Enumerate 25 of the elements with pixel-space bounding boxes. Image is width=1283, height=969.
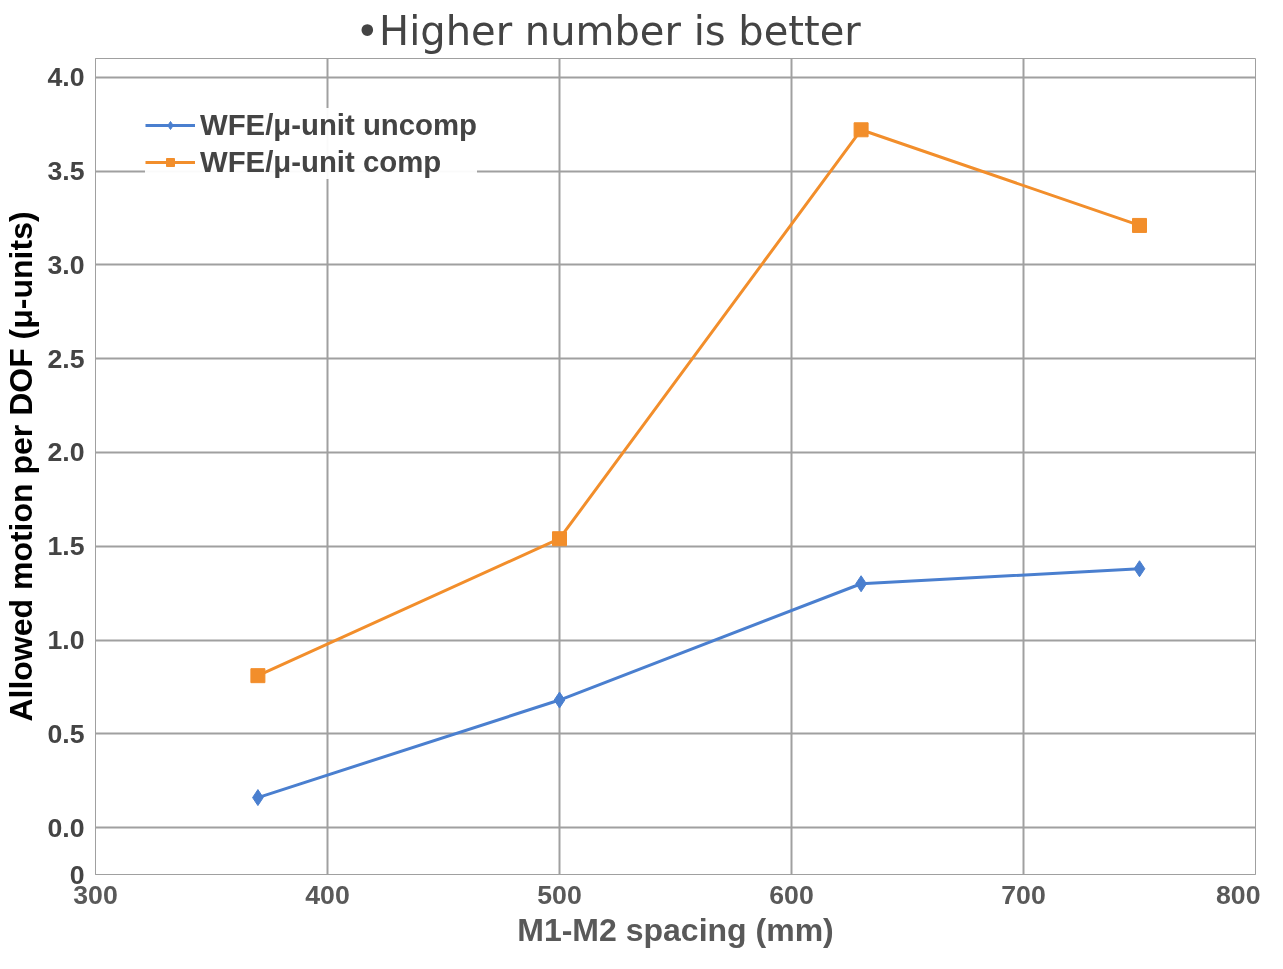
chart-title: •Higher number is better [355, 7, 862, 54]
y-tick-label: 1.5 [47, 531, 85, 562]
point [1132, 217, 1147, 233]
y-tick-label: 2.0 [47, 437, 85, 468]
y-tick-label: 4.0 [47, 62, 85, 93]
point [853, 122, 869, 138]
x-tick-label: 700 [1001, 879, 1046, 910]
y-tick-label: 1.0 [47, 625, 85, 656]
y-tick-label: 3.0 [47, 249, 85, 280]
legend-label: WFE/μ-unit uncomp [200, 108, 477, 142]
x-tick-label: 600 [769, 879, 814, 910]
point [553, 691, 566, 709]
y-axis-title: Allowed motion per DOF (μ-units) [3, 211, 40, 722]
legend-label: WFE/μ-unit comp [200, 145, 442, 179]
x-tick-label: 500 [537, 879, 582, 910]
y-tick-label: 0.0 [47, 812, 85, 843]
point [1133, 560, 1146, 578]
x-tick-label: 400 [305, 879, 350, 910]
y-tick-label: 3.5 [47, 156, 85, 187]
x-tick-label: 800 [1216, 879, 1261, 910]
point [250, 668, 266, 684]
y-tick-label: 0.5 [47, 718, 85, 749]
point [552, 531, 567, 547]
y-tick-label: 2.5 [47, 343, 85, 374]
x-axis-title: M1-M2 spacing (mm) [517, 911, 834, 948]
